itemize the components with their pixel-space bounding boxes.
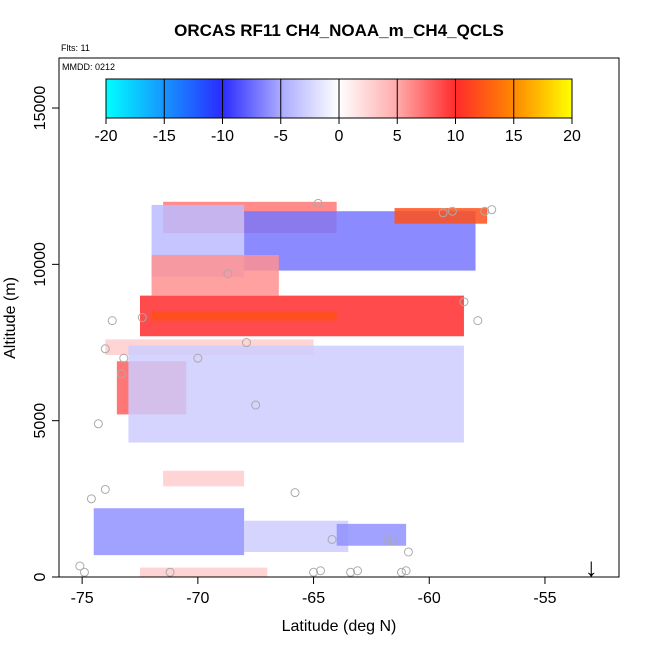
x-tick-label: -65 — [302, 590, 325, 607]
chart-title: ORCAS RF11 CH4_NOAA_m_CH4_QCLS — [174, 21, 504, 40]
colorbar-tick-label: 10 — [447, 128, 465, 145]
y-axis: 0 5000 10000 15000 — [32, 86, 60, 581]
sample-point — [165, 567, 175, 577]
down-arrow-icon: ↓ — [585, 552, 598, 582]
colorbar-tick-label: -5 — [274, 128, 288, 145]
sample-point — [137, 313, 147, 322]
heatmap-region-mid-blue-diagonal — [128, 345, 464, 443]
sample-point — [403, 547, 413, 557]
colorbar-tick-label: 20 — [563, 128, 581, 145]
colorbar-tick-label: -15 — [153, 128, 176, 145]
y-tick-label: 15000 — [32, 86, 49, 131]
heatmap-region-low-blue-wedge — [244, 520, 349, 552]
sample-point — [438, 208, 448, 218]
sample-point — [93, 419, 103, 429]
heatmap-region-surface-pink — [139, 567, 268, 577]
sample-point — [79, 567, 89, 577]
sample-point — [75, 561, 85, 571]
sample-point — [401, 566, 411, 576]
colorbar-tick-label: 0 — [335, 128, 344, 145]
x-tick-label: -70 — [186, 590, 209, 607]
heatmap — [93, 201, 488, 577]
sample-point — [387, 536, 397, 546]
sample-point — [100, 344, 110, 354]
flights-note: Flts: 11 — [61, 43, 90, 53]
x-tick-label: -55 — [533, 590, 556, 607]
sample-point — [480, 206, 490, 216]
colorbar-tick-label: 5 — [393, 128, 402, 145]
colorbar-tick-label: -20 — [94, 128, 117, 145]
sample-point — [346, 567, 356, 577]
sample-points — [75, 198, 497, 577]
heatmap-region-main-red-upper-wedge — [151, 254, 279, 296]
heatmap-region-low-blue-block — [93, 508, 245, 556]
sample-point — [487, 205, 497, 215]
sample-point — [290, 488, 300, 498]
x-tick-label: -60 — [418, 590, 441, 607]
sample-point — [396, 567, 406, 577]
x-axis-title: Latitude (deg N) — [282, 618, 397, 635]
sample-point — [473, 316, 483, 326]
sample-point — [86, 494, 96, 504]
sample-point — [313, 198, 323, 208]
sample-point — [315, 566, 325, 576]
colorbar-tick-label: -10 — [211, 128, 234, 145]
y-tick-label: 10000 — [32, 242, 49, 287]
heatmap-region-main-red-core — [151, 311, 337, 321]
sample-point — [327, 534, 337, 544]
sample-point — [193, 353, 203, 363]
sample-point — [241, 338, 251, 348]
sample-point — [100, 484, 110, 494]
sample-point — [447, 206, 457, 216]
y-tick-label: 5000 — [32, 403, 49, 439]
y-tick-label: 0 — [32, 572, 49, 581]
sample-point — [119, 353, 129, 363]
sample-point — [309, 567, 319, 577]
sample-point — [223, 269, 233, 279]
heatmap-region-low-pink-patch — [163, 470, 245, 487]
sample-point — [383, 534, 393, 544]
x-tick-label: -75 — [71, 590, 94, 607]
colorbar: -20 -15 -10 -5 0 5 10 15 20 — [94, 78, 581, 145]
sample-point — [251, 400, 261, 410]
y-axis-title: Altitude (m) — [2, 277, 19, 359]
sample-point — [353, 566, 363, 576]
date-note: MMDD: 0212 — [62, 62, 115, 72]
sample-point — [459, 297, 469, 307]
colorbar-tick-label: 15 — [505, 128, 523, 145]
x-axis: -75 -70 -65 -60 -55 — [71, 576, 557, 607]
sample-point — [116, 369, 126, 379]
sample-point — [107, 316, 117, 326]
